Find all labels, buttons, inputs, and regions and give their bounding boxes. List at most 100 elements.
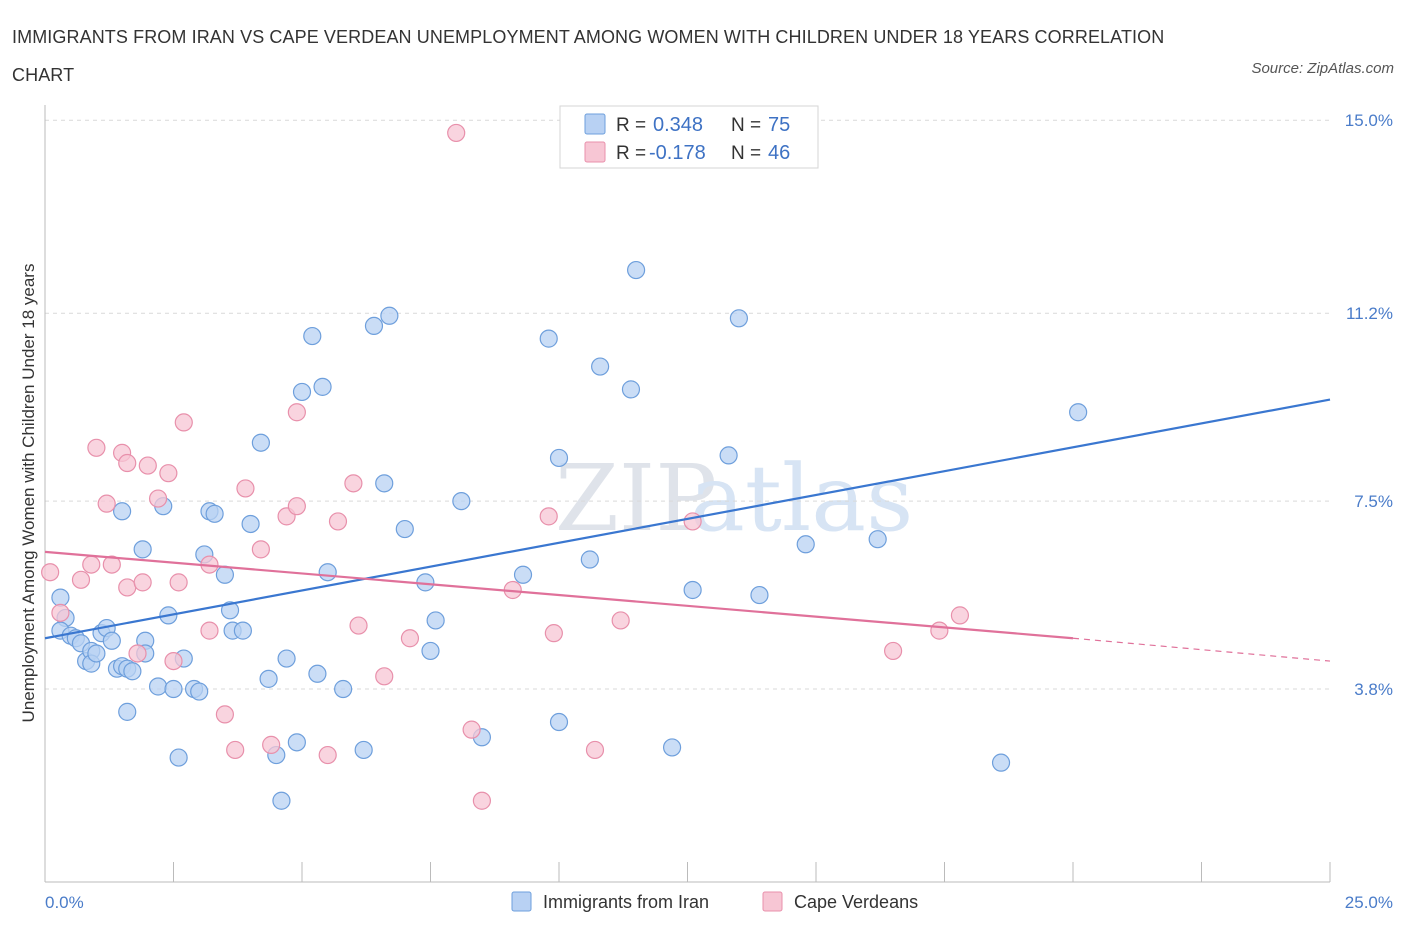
data-point bbox=[426, 611, 445, 630]
data-point bbox=[51, 603, 70, 622]
data-point bbox=[318, 745, 337, 765]
data-point bbox=[215, 705, 234, 724]
data-point bbox=[349, 616, 368, 635]
tick-labels: 3.8% 7.5% 11.2% 15.0% 0.0% 25.0% bbox=[45, 111, 1393, 912]
data-point bbox=[259, 669, 278, 688]
data-point bbox=[82, 555, 101, 574]
data-point bbox=[174, 413, 193, 432]
data-point bbox=[328, 512, 348, 531]
stats-n-value: 46 bbox=[768, 142, 790, 164]
data-point bbox=[118, 578, 137, 597]
stats-r-label: R = bbox=[616, 115, 646, 136]
data-point bbox=[950, 606, 970, 625]
data-point bbox=[148, 677, 168, 696]
trend-line-extension bbox=[1072, 637, 1331, 662]
data-point bbox=[251, 433, 270, 452]
data-point bbox=[1069, 403, 1088, 422]
data-point bbox=[544, 624, 563, 643]
y-tick-label: 15.0% bbox=[1345, 111, 1393, 130]
data-point bbox=[233, 621, 252, 640]
data-point bbox=[118, 453, 137, 473]
stats-n-label: N = bbox=[731, 115, 761, 136]
data-point bbox=[662, 738, 682, 757]
data-point bbox=[683, 580, 702, 600]
data-point bbox=[683, 512, 702, 531]
data-point bbox=[292, 382, 312, 402]
data-point bbox=[447, 123, 466, 143]
data-point bbox=[112, 502, 132, 521]
data-point bbox=[87, 438, 106, 457]
x-tick-label: 0.0% bbox=[45, 893, 84, 912]
data-point bbox=[287, 403, 306, 422]
data-point bbox=[462, 720, 481, 739]
watermark-zip: ZIP bbox=[555, 445, 717, 552]
y-tick-label: 3.8% bbox=[1354, 680, 1393, 699]
legend-swatch-iran bbox=[511, 891, 532, 912]
data-point bbox=[169, 573, 188, 592]
data-point bbox=[868, 530, 887, 549]
data-point bbox=[611, 611, 630, 630]
trend-lines bbox=[44, 398, 1331, 662]
legend: Immigrants from Iran Cape Verdeans bbox=[511, 891, 918, 912]
data-point bbox=[87, 644, 106, 663]
data-point bbox=[71, 570, 91, 589]
stats-n-value: 75 bbox=[768, 114, 790, 136]
stats-r-value: -0.178 bbox=[649, 142, 706, 164]
data-point bbox=[750, 585, 769, 605]
data-point bbox=[215, 565, 234, 584]
data-point bbox=[626, 260, 646, 280]
data-point bbox=[133, 573, 152, 592]
data-point bbox=[97, 494, 116, 513]
data-point bbox=[164, 651, 183, 671]
y-axis-label: Unemployment Among Women with Children U… bbox=[19, 264, 38, 723]
data-point bbox=[169, 748, 188, 767]
data-point bbox=[549, 448, 569, 468]
data-point bbox=[190, 682, 209, 701]
data-point bbox=[272, 791, 291, 810]
data-point bbox=[220, 601, 240, 620]
data-point bbox=[123, 662, 142, 681]
data-point bbox=[591, 357, 610, 376]
data-point bbox=[236, 479, 255, 498]
data-point bbox=[452, 492, 471, 511]
legend-label-iran: Immigrants from Iran bbox=[543, 892, 709, 912]
data-point bbox=[159, 464, 178, 483]
data-point bbox=[395, 519, 414, 539]
trend-line bbox=[44, 550, 1074, 640]
data-point bbox=[539, 507, 558, 526]
legend-label-cape-verdeans: Cape Verdeans bbox=[794, 892, 918, 912]
data-point bbox=[262, 735, 281, 754]
data-point bbox=[380, 306, 399, 325]
data-point bbox=[118, 702, 137, 721]
data-point bbox=[226, 740, 245, 760]
data-point bbox=[354, 740, 373, 760]
data-point bbox=[51, 588, 70, 607]
data-point bbox=[287, 497, 306, 516]
data-point bbox=[241, 514, 260, 534]
data-point bbox=[883, 641, 903, 661]
stats-swatch-blue bbox=[584, 113, 606, 135]
data-point bbox=[364, 316, 384, 336]
stats-box: R = 0.348 N = 75 R = -0.178 N = 46 bbox=[559, 105, 819, 169]
watermark: ZIP atlas bbox=[555, 445, 913, 552]
data-point bbox=[102, 555, 121, 574]
data-point bbox=[375, 667, 394, 686]
stats-swatch-pink bbox=[584, 141, 606, 163]
data-point bbox=[308, 664, 327, 683]
data-point bbox=[549, 712, 569, 732]
data-point bbox=[621, 380, 641, 399]
trend-line bbox=[44, 398, 1331, 640]
data-point bbox=[318, 563, 337, 582]
axes bbox=[44, 105, 1331, 883]
data-point bbox=[128, 644, 147, 663]
data-points bbox=[41, 123, 1088, 810]
stats-n-label: N = bbox=[731, 143, 761, 164]
data-point bbox=[472, 791, 491, 810]
page-title: IMMIGRANTS FROM IRAN VS CAPE VERDEAN UNE… bbox=[12, 27, 1165, 85]
data-point bbox=[133, 540, 152, 559]
data-point bbox=[200, 621, 219, 640]
data-point bbox=[991, 753, 1011, 772]
data-point bbox=[303, 326, 322, 346]
data-point bbox=[375, 474, 394, 493]
